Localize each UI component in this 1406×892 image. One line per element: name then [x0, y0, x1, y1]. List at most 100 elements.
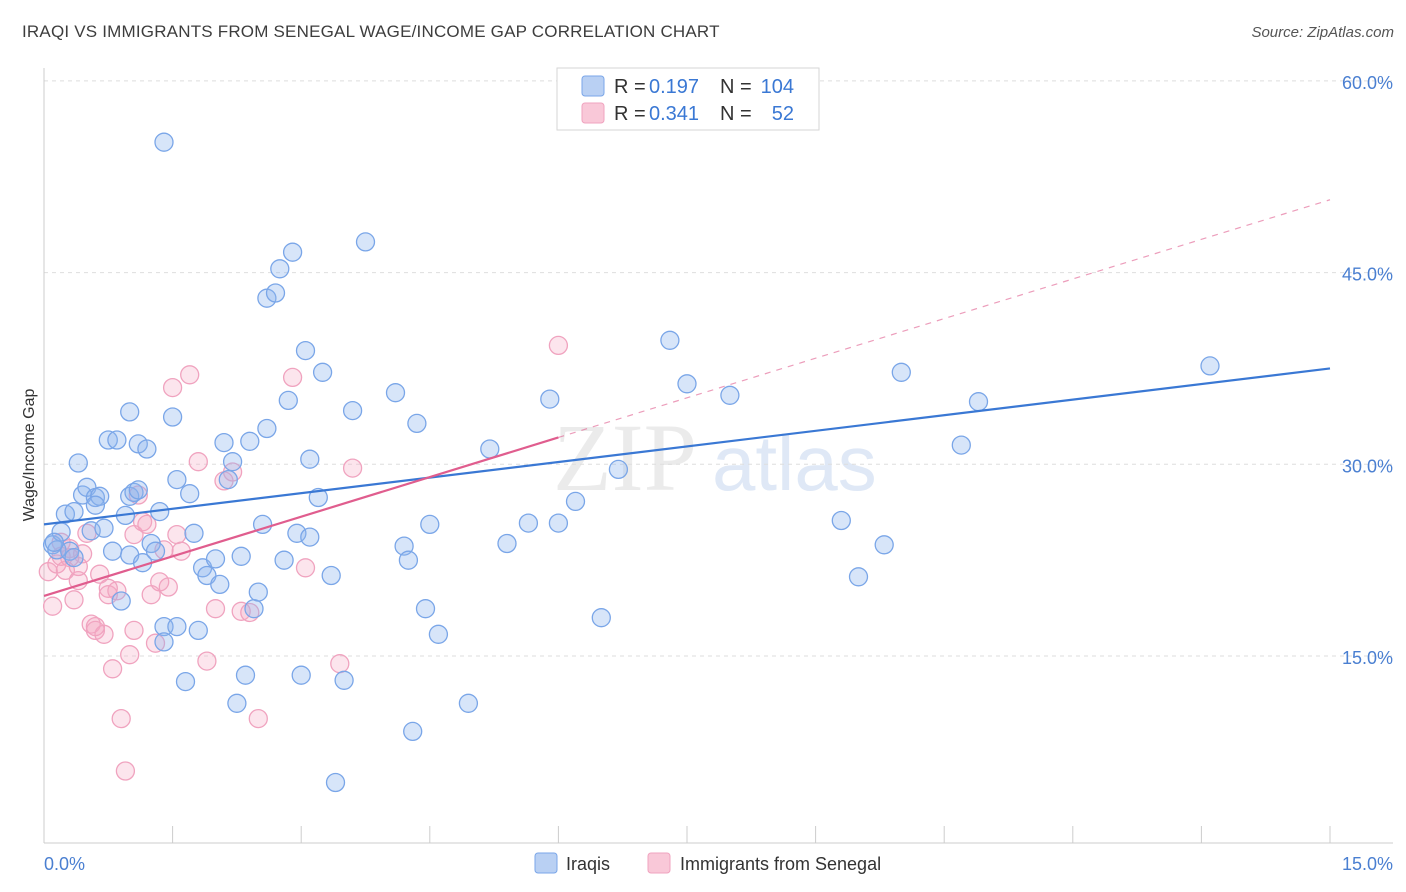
watermark-atlas: atlas: [712, 419, 877, 507]
senegal-point-40: [282, 367, 303, 388]
iraqi-point-95: [1200, 356, 1220, 376]
senegal-point-23: [137, 514, 157, 535]
grid: [44, 80, 1393, 657]
iraqi-point-82: [548, 513, 569, 533]
iraqi-point-49: [248, 582, 268, 602]
senegal-point-6: [64, 590, 84, 610]
senegal-trend-line: [43, 436, 559, 597]
iraqi-point-77: [458, 693, 479, 713]
iraqi-point-6: [68, 453, 88, 473]
senegal-point-32: [188, 452, 208, 472]
chart-title: IRAQI VS IMMIGRANTS FROM SENEGAL WAGE/IN…: [22, 22, 720, 41]
iraqi-point-79: [497, 533, 517, 554]
iraqi-point-74: [415, 599, 436, 619]
iraqi-point-100: [235, 665, 256, 685]
y-tick-label-1: 30.0%: [1342, 456, 1393, 476]
iraqi-point-32: [154, 632, 174, 652]
iraqi-point-23: [128, 480, 148, 500]
bottom-legend: Iraqis Immigrants from Senegal: [534, 852, 881, 874]
iraqi-point-92: [891, 362, 911, 382]
iraqi-point-51: [257, 418, 277, 439]
legend-r-label-2: R =: [614, 103, 646, 125]
legend-box: R = 0.197 N = 104 R = 0.341 N = 52: [556, 67, 820, 131]
senegal-point-12: [90, 564, 110, 584]
axes: [43, 68, 1393, 844]
senegal-point-33: [197, 651, 217, 671]
legend-r-label-1: R =: [614, 76, 646, 98]
bottom-legend-label-senegal: Immigrants from Senegal: [680, 854, 881, 874]
legend-swatch-senegal: [581, 102, 605, 124]
iraqi-point-41: [210, 574, 230, 595]
senegal-point-18: [115, 761, 136, 781]
bottom-legend-swatch-iraqis: [534, 852, 558, 874]
legend-r-value-1: 0.197: [649, 76, 699, 98]
iraqi-point-60: [295, 340, 316, 361]
iraqi-point-72: [403, 721, 423, 742]
iraqi-point-87: [677, 374, 697, 394]
iraqi-point-69: [385, 383, 406, 403]
iraqi-point-89: [831, 510, 851, 531]
iraqi-point-59: [291, 665, 311, 685]
iraqi-point-97: [64, 501, 84, 522]
senegal-point-39: [248, 708, 268, 729]
iraqi-point-12: [94, 518, 114, 538]
iraqi-point-67: [342, 400, 363, 421]
iraqi-point-5: [64, 547, 84, 568]
iraqi-point-40: [205, 549, 226, 569]
senegal-point-49: [124, 620, 144, 641]
trend-lines: [43, 199, 1331, 597]
legend-n-value-2: 52: [772, 103, 794, 125]
iraqi-point-73: [407, 413, 427, 434]
x-ticks: [43, 826, 1331, 843]
iraqi-point-15: [107, 430, 127, 450]
legend-n-label-1: N =: [720, 76, 752, 98]
senegal-point-28: [162, 377, 183, 398]
senegal-point-44: [548, 335, 569, 356]
iraqi-point-80: [518, 513, 539, 533]
legend-swatch-iraqis: [581, 75, 605, 97]
iraqi-point-99: [167, 616, 187, 637]
senegal-point-50: [158, 577, 178, 597]
iraqi-point-46: [231, 546, 251, 566]
iraqi-point-31: [167, 469, 187, 490]
iraqi-point-25: [137, 439, 157, 459]
legend-n-value-1: 104: [761, 76, 794, 98]
iraqi-point-43: [218, 469, 238, 490]
senegal-point-15: [102, 659, 123, 679]
iraqi-point-30: [162, 407, 183, 427]
senegal-point-31: [180, 365, 200, 385]
iraqi-point-27: [145, 541, 166, 561]
senegal-point-47: [85, 616, 106, 637]
iraqi-point-20: [120, 402, 140, 422]
iraqi-point-84: [591, 608, 611, 628]
iraqi-point-76: [428, 624, 449, 644]
iraqi-point-44: [222, 452, 243, 472]
iraqi-point-53: [265, 283, 286, 303]
iraqi-point-65: [325, 772, 346, 793]
x-tick-label-max: 15.0%: [1342, 854, 1393, 874]
senegal-point-48: [98, 578, 118, 598]
iraqi-point-81: [540, 389, 560, 409]
iraqi-point-91: [874, 535, 894, 555]
x-tick-label-min: 0.0%: [44, 854, 85, 874]
iraqi-point-101: [300, 449, 320, 469]
iraqi-point-61: [300, 527, 320, 547]
iraqi-point-75: [420, 514, 440, 535]
iraqi-point-16: [111, 591, 131, 611]
iraqi-point-33: [154, 132, 174, 152]
y-axis-label: Wage/Income Gap: [21, 389, 38, 522]
bottom-legend-swatch-senegal: [647, 852, 671, 874]
iraqi-point-90: [848, 567, 869, 587]
senegal-point-1: [42, 596, 63, 616]
iraqi-point-35: [180, 484, 200, 504]
y-tick-labels: 15.0% 30.0% 45.0% 60.0%: [1342, 73, 1393, 668]
senegal-point-19: [120, 645, 140, 665]
iraqi-point-47: [240, 431, 260, 451]
iraqi-point-94: [968, 392, 989, 412]
y-tick-label-2: 45.0%: [1342, 265, 1393, 285]
senegal-point-42: [330, 654, 350, 674]
senegal-point-43: [342, 458, 363, 478]
iraqi-trend-line: [43, 367, 1331, 526]
bottom-legend-label-iraqis: Iraqis: [566, 854, 610, 874]
